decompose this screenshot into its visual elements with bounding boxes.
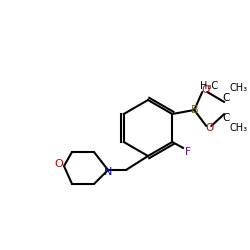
- Text: N: N: [104, 167, 112, 177]
- Text: F: F: [185, 147, 191, 157]
- Text: CH₃: CH₃: [229, 123, 247, 133]
- Text: O: O: [205, 123, 213, 133]
- Text: O: O: [201, 85, 209, 95]
- Text: C: C: [222, 113, 230, 123]
- Text: C: C: [222, 93, 230, 103]
- Text: B: B: [190, 105, 198, 115]
- Text: CH₃: CH₃: [229, 83, 247, 93]
- Text: O: O: [54, 159, 64, 169]
- Text: H₃C: H₃C: [200, 81, 218, 91]
